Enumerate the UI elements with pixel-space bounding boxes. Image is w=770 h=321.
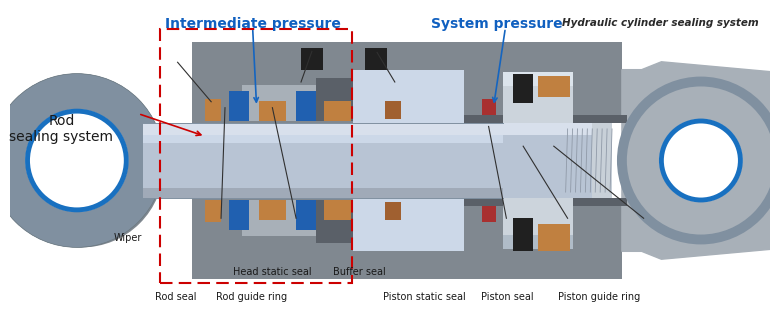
Circle shape (0, 74, 164, 247)
Bar (242, 85, 316, 121)
Bar (464, 198, 627, 206)
Circle shape (617, 77, 770, 244)
Text: Wiper: Wiper (113, 233, 142, 243)
Text: Buffer seal: Buffer seal (333, 267, 386, 277)
Circle shape (39, 123, 115, 198)
Bar (323, 200, 351, 220)
Text: System pressure: System pressure (430, 17, 562, 31)
Bar (482, 99, 496, 115)
Bar (229, 200, 249, 230)
Bar (301, 48, 323, 70)
Bar (242, 200, 316, 236)
Text: Hydraulic cylinder sealing system: Hydraulic cylinder sealing system (562, 18, 758, 28)
Bar (160, 29, 352, 282)
Bar (192, 42, 622, 70)
Bar (514, 230, 533, 251)
Bar (504, 235, 573, 249)
Bar (206, 200, 221, 222)
Polygon shape (131, 136, 164, 185)
Bar (563, 123, 612, 198)
Circle shape (627, 86, 770, 235)
Bar (504, 123, 592, 135)
Bar (538, 75, 570, 97)
Bar (464, 198, 627, 251)
Bar (385, 202, 400, 220)
Bar (143, 188, 504, 198)
Bar (316, 78, 353, 121)
Bar (504, 72, 573, 249)
Circle shape (671, 131, 731, 190)
Text: Rod guide ring: Rod guide ring (216, 292, 287, 302)
Bar (143, 123, 504, 135)
Text: Piston seal: Piston seal (481, 292, 534, 302)
Bar (192, 70, 353, 123)
Bar (365, 48, 387, 70)
Bar (192, 70, 242, 121)
Text: Intermediate pressure: Intermediate pressure (165, 17, 341, 31)
Bar (464, 70, 627, 123)
Bar (206, 99, 221, 121)
Circle shape (25, 109, 129, 212)
Bar (197, 198, 617, 251)
Bar (482, 206, 496, 222)
Text: Rod seal: Rod seal (155, 292, 196, 302)
Bar (192, 198, 353, 251)
Bar (514, 74, 533, 103)
Bar (385, 101, 400, 119)
Bar (143, 135, 504, 143)
Bar (296, 91, 316, 121)
Bar (197, 70, 617, 123)
Bar (259, 200, 286, 220)
Bar (538, 231, 570, 251)
Bar (316, 200, 353, 243)
Circle shape (0, 74, 164, 247)
Circle shape (0, 83, 164, 247)
Text: Head static seal: Head static seal (233, 267, 311, 277)
Bar (538, 224, 570, 246)
Bar (296, 200, 316, 230)
Bar (464, 115, 627, 123)
Bar (259, 101, 286, 121)
Circle shape (659, 119, 742, 202)
Text: Piston static seal: Piston static seal (383, 292, 465, 302)
Bar (514, 218, 533, 247)
Bar (192, 251, 622, 279)
Bar (192, 200, 242, 251)
Text: Piston guide ring: Piston guide ring (557, 292, 640, 302)
Bar (504, 72, 573, 86)
Bar (323, 101, 351, 121)
Bar (504, 123, 592, 198)
Bar (143, 123, 504, 198)
Text: Rod
sealing system: Rod sealing system (9, 114, 113, 144)
Polygon shape (622, 62, 770, 259)
Bar (229, 91, 249, 121)
